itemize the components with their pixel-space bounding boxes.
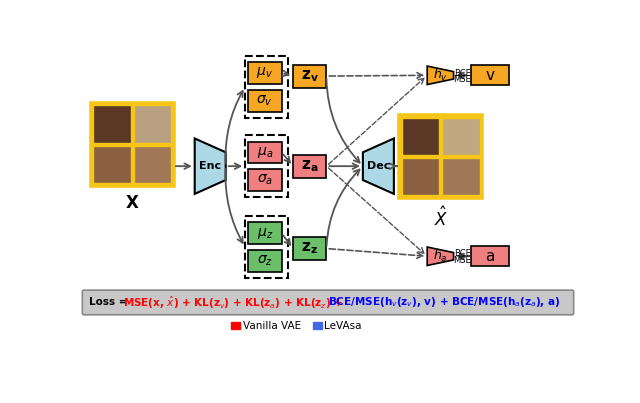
Text: X: X bbox=[126, 194, 139, 212]
Text: $\sigma_v$: $\sigma_v$ bbox=[257, 93, 273, 108]
Polygon shape bbox=[428, 66, 454, 85]
FancyBboxPatch shape bbox=[402, 118, 439, 155]
FancyBboxPatch shape bbox=[470, 246, 509, 266]
FancyBboxPatch shape bbox=[248, 169, 282, 191]
Text: $\sigma_a$: $\sigma_a$ bbox=[257, 173, 273, 187]
Bar bbox=[312, 322, 322, 329]
Text: MSE: MSE bbox=[453, 75, 471, 84]
Text: $\sigma_z$: $\sigma_z$ bbox=[257, 253, 273, 268]
Text: $h_a$: $h_a$ bbox=[433, 248, 448, 264]
FancyBboxPatch shape bbox=[93, 105, 131, 143]
FancyBboxPatch shape bbox=[293, 155, 326, 178]
FancyBboxPatch shape bbox=[442, 118, 480, 155]
FancyBboxPatch shape bbox=[442, 158, 480, 195]
FancyBboxPatch shape bbox=[83, 290, 573, 315]
Polygon shape bbox=[363, 139, 394, 194]
FancyBboxPatch shape bbox=[248, 90, 282, 112]
Text: $\hat{X}$: $\hat{X}$ bbox=[433, 206, 448, 230]
Text: $\mu_a$: $\mu_a$ bbox=[257, 145, 273, 160]
Text: BCE/MSE(h$_v$(z$_v$), v) + BCE/MSE(h$_a$(z$_a$), a): BCE/MSE(h$_v$(z$_v$), v) + BCE/MSE(h$_a$… bbox=[328, 295, 561, 310]
Text: Enc: Enc bbox=[199, 161, 221, 171]
Text: $h_v$: $h_v$ bbox=[433, 67, 448, 83]
FancyBboxPatch shape bbox=[248, 250, 282, 272]
Text: $\mathbf{z_z}$: $\mathbf{z_z}$ bbox=[301, 241, 318, 256]
Polygon shape bbox=[195, 139, 226, 194]
Text: Dec: Dec bbox=[367, 161, 390, 171]
Text: MSE(x, $\hat{x}$) + KL(z$_v$) + KL(z$_a$) + KL(z$_z$) +: MSE(x, $\hat{x}$) + KL(z$_v$) + KL(z$_a$… bbox=[124, 294, 344, 311]
FancyBboxPatch shape bbox=[402, 158, 439, 195]
Text: $\mathbf{z_v}$: $\mathbf{z_v}$ bbox=[301, 68, 319, 84]
Text: BCE: BCE bbox=[454, 69, 470, 77]
FancyBboxPatch shape bbox=[248, 222, 282, 244]
Text: $\mu_z$: $\mu_z$ bbox=[257, 226, 273, 241]
Bar bbox=[231, 322, 241, 329]
Text: Vanilla VAE: Vanilla VAE bbox=[243, 321, 301, 331]
FancyBboxPatch shape bbox=[293, 64, 326, 87]
Text: Loss =: Loss = bbox=[90, 297, 131, 307]
Text: LeVAsa: LeVAsa bbox=[324, 321, 362, 331]
FancyBboxPatch shape bbox=[248, 141, 282, 163]
Text: $\mu_v$: $\mu_v$ bbox=[257, 66, 273, 81]
FancyBboxPatch shape bbox=[134, 105, 172, 143]
Text: BCE: BCE bbox=[454, 249, 470, 258]
FancyBboxPatch shape bbox=[400, 116, 481, 197]
Text: v: v bbox=[486, 68, 495, 83]
FancyBboxPatch shape bbox=[93, 146, 131, 183]
FancyBboxPatch shape bbox=[293, 237, 326, 260]
FancyBboxPatch shape bbox=[470, 65, 509, 85]
FancyBboxPatch shape bbox=[134, 146, 172, 183]
Text: $\mathbf{z_a}$: $\mathbf{z_a}$ bbox=[301, 158, 319, 174]
Text: MSE: MSE bbox=[453, 256, 471, 265]
FancyBboxPatch shape bbox=[248, 62, 282, 84]
FancyBboxPatch shape bbox=[92, 104, 173, 185]
Polygon shape bbox=[428, 247, 454, 266]
Text: a: a bbox=[485, 249, 495, 264]
